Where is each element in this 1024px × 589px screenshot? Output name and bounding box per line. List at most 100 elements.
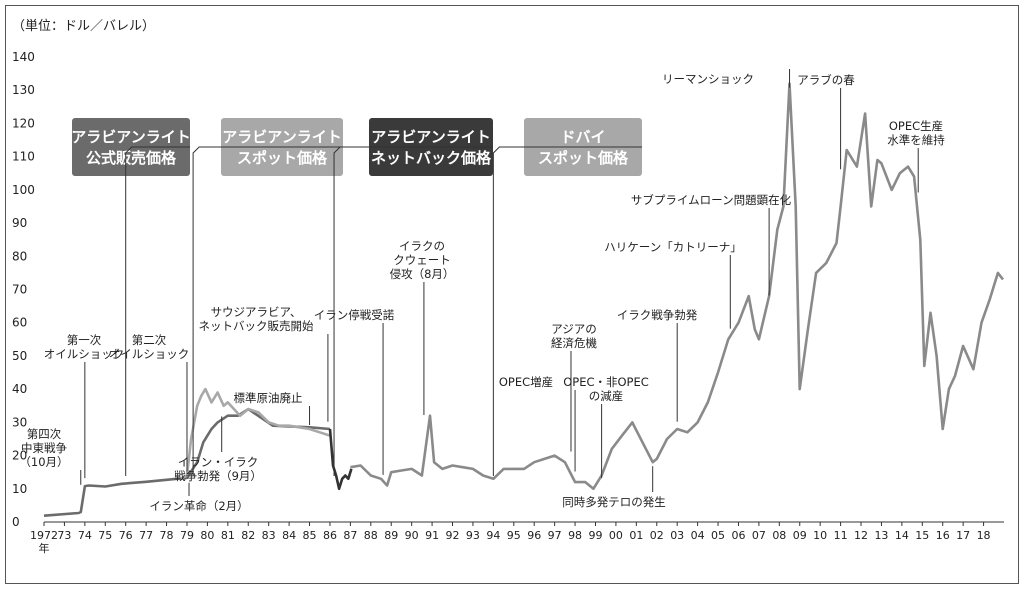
x-axis: 1972 73 74 75 76 77 78 79 80 81 82 83 84 85 86 87 88 89 90… <box>30 522 991 555</box>
x-tick-label: 73 <box>57 529 71 542</box>
y-tick-label: 0 <box>12 515 20 529</box>
annotation-line: クウェート <box>393 253 451 267</box>
annotation-line: 第四次 <box>27 427 62 441</box>
y-tick-label: 40 <box>12 382 27 396</box>
annotation-label: OPEC増産 <box>499 375 553 389</box>
y-tick-label: 100 <box>12 183 35 197</box>
x-tick-label: 76 <box>119 529 133 542</box>
annotation-line: 第一次 <box>67 333 102 347</box>
annotation-line: 経済危機 <box>551 336 597 350</box>
y-tick-label: 140 <box>12 50 35 64</box>
x-tick-label: 81 <box>221 529 235 542</box>
annotation-label: 第一次オイルショック <box>44 333 125 361</box>
y-tick-label: 10 <box>12 482 27 496</box>
annotation-label: リーマンショック <box>662 72 754 86</box>
box-spot: アラビアンライトスポット価格 <box>192 118 343 476</box>
annotation-line: の減産 <box>589 389 624 403</box>
legend-box-line: ドバイ <box>560 128 605 146</box>
box-osp: アラビアンライト公式販売価格 <box>71 118 191 476</box>
x-tick-label: 91 <box>425 529 439 542</box>
annotations: 第四次中東戦争（10月） 第一次オイルショック第二次オイルショックイラン革命（2月… <box>19 69 945 513</box>
legend-box-pointer <box>125 146 190 476</box>
x-tick-label: 09 <box>793 529 807 542</box>
x-tick-label: 08 <box>772 529 786 542</box>
legend-box-line: スポット価格 <box>237 149 328 167</box>
annotation-label: イラン停戦受諾 <box>314 308 395 322</box>
oil-price-chart: （単位：ドル／バレル） 0102030405060708090100110120… <box>12 18 1005 555</box>
x-tick-label: 74 <box>78 529 92 542</box>
legend-box-pointer <box>492 146 642 476</box>
annotation-line: オイルショック <box>44 347 125 361</box>
x-tick-label: 05 <box>711 529 725 542</box>
x-tick-label: 16 <box>936 529 950 542</box>
box-dubai: ドバイスポット価格 <box>492 118 642 476</box>
x-tick-label: 14 <box>895 529 909 542</box>
annotation-line: アラブの春 <box>797 73 855 87</box>
annotation-line: イラン停戦受諾 <box>314 308 395 322</box>
x-tick-label: 13 <box>874 529 888 542</box>
legend-box-text: ドバイスポット価格 <box>538 128 629 167</box>
legend-box-line: スポット価格 <box>538 149 629 167</box>
annotation-line: イラクの <box>399 239 445 253</box>
x-tick-label: 83 <box>262 529 276 542</box>
x-tick-label: 1972 <box>30 529 58 542</box>
series-lines <box>43 82 1005 517</box>
y-tick-label: 130 <box>12 83 35 97</box>
annotation-line: 戦争勃発（9月） <box>174 469 262 483</box>
series-line <box>180 387 331 480</box>
x-tick-label: 77 <box>139 529 153 542</box>
annotation-line: ハリケーン「カトリーナ」 <box>604 240 741 254</box>
x-tick-label: 17 <box>956 529 970 542</box>
annotation-line: OPEC増産 <box>499 375 553 389</box>
annotation-line: 侵攻（8月） <box>390 267 455 281</box>
x-tick-label: 79 <box>180 529 194 542</box>
annotation-line: イラン・イラク <box>178 455 259 469</box>
legend-box-pointer <box>333 146 493 476</box>
x-tick-label: 86 <box>323 529 337 542</box>
legend-box-line: ネットバック価格 <box>371 149 492 167</box>
series-line <box>328 428 353 491</box>
annotation-label: サブプライムローン問題顕在化 <box>631 193 792 207</box>
y-tick-label: 90 <box>12 216 27 230</box>
legend-box-text: アラビアンライトネットバック価格 <box>371 128 492 167</box>
y-tick-label: 50 <box>12 349 27 363</box>
y-tick-label: 80 <box>12 249 27 263</box>
annotation-line: リーマンショック <box>662 72 754 86</box>
annotation-line: （10月） <box>19 455 68 469</box>
legend-boxes: アラビアンライト公式販売価格アラビアンライトスポット価格アラビアンライトネットバ… <box>71 118 642 476</box>
legend-box-line: アラビアンライト <box>222 128 341 146</box>
legend-box-line: 公式販売価格 <box>86 149 177 167</box>
legend-box-line: アラビアンライト <box>71 128 190 146</box>
y-axis: 0 10 20 30 40 50 60 70 80 90 100 110 120 130 140 <box>12 50 35 529</box>
annotation-line: 水準を維持 <box>887 133 945 147</box>
x-tick-label: 18 <box>977 529 991 542</box>
box-netback: アラビアンライトネットバック価格 <box>333 118 493 476</box>
legend-box-text: アラビアンライト公式販売価格 <box>71 128 190 167</box>
x-tick-label: 92 <box>446 529 460 542</box>
x-tick-label: 03 <box>670 529 684 542</box>
x-tick-label: 88 <box>364 529 378 542</box>
annotation-line: サウジアラビア、 <box>211 305 302 319</box>
x-tick-label: 12 <box>854 529 868 542</box>
y-tick-label: 70 <box>12 283 27 297</box>
annotation-label: アジアの経済危機 <box>551 322 597 350</box>
x-tick-label: 80 <box>200 529 214 542</box>
unit-label: （単位：ドル／バレル） <box>12 18 155 34</box>
x-tick-label: 84 <box>282 529 296 542</box>
annotation-label: 第四次中東戦争（10月） <box>19 427 68 469</box>
x-tick-label: 93 <box>466 529 480 542</box>
x-tick-label: 94 <box>486 529 500 542</box>
x-tick-label: 10 <box>813 529 827 542</box>
x-tick-label: 04 <box>691 529 705 542</box>
legend-box-pointer <box>192 146 343 476</box>
annotation-line: オイルショック <box>109 347 190 361</box>
annotation-line: OPEC生産 <box>889 119 943 133</box>
annotation-line: ネットバック販売開始 <box>199 319 314 333</box>
x-tick-label: 15 <box>915 529 929 542</box>
annotation-line: 同時多発テロの発生 <box>562 495 666 509</box>
x-tick-label: 98 <box>568 529 582 542</box>
annotation-label: サウジアラビア、ネットバック販売開始 <box>199 305 314 333</box>
annotation-label: イラク戦争勃発 <box>617 308 698 322</box>
y-tick-label: 120 <box>12 116 35 130</box>
annotation-line: OPEC・非OPEC <box>563 375 649 389</box>
